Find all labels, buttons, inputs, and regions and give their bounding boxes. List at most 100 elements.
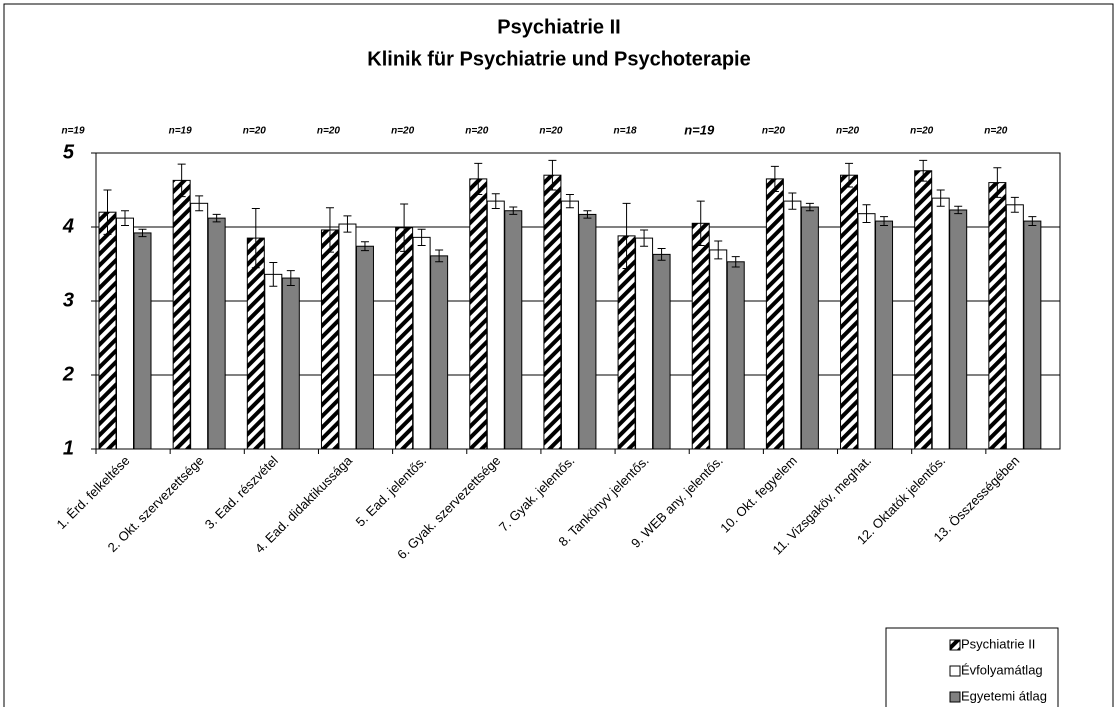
bar xyxy=(578,213,597,450)
error-bar xyxy=(936,189,945,207)
error-bar xyxy=(583,210,592,219)
error-bar xyxy=(1028,216,1037,227)
error-bar xyxy=(954,205,963,215)
error-bar xyxy=(360,241,369,252)
bar xyxy=(709,249,728,450)
error-bar xyxy=(714,240,723,260)
bar xyxy=(691,222,710,450)
bar xyxy=(949,209,968,450)
error-bar xyxy=(696,200,705,246)
x-tick-label: 5. Ead. jelentős. xyxy=(353,453,430,530)
error-bar xyxy=(121,210,129,227)
error-bar xyxy=(805,202,814,212)
error-bar xyxy=(325,207,334,253)
n-label: n=20 xyxy=(465,126,489,137)
y-tick-label: 1 xyxy=(63,437,74,459)
error-bar xyxy=(509,206,518,215)
bar xyxy=(430,255,449,450)
x-tick-label: 10. Okt. fegyelem xyxy=(717,453,800,536)
bar xyxy=(320,229,339,450)
error-bar xyxy=(491,193,500,209)
bar xyxy=(98,211,117,450)
error-bar xyxy=(548,159,557,191)
error-bar xyxy=(251,208,260,269)
y-tick-label: 5 xyxy=(63,141,75,163)
bar xyxy=(914,170,933,450)
bar xyxy=(338,223,357,450)
error-bar xyxy=(269,262,278,287)
n-label: n=18 xyxy=(614,126,638,137)
error-bar xyxy=(195,195,204,212)
legend-box xyxy=(885,627,1059,712)
chart-title: Psychiatrie II xyxy=(497,16,620,38)
n-label: n=20 xyxy=(984,126,1008,137)
n-label: n=19 xyxy=(169,126,193,137)
bar xyxy=(783,200,802,450)
bar xyxy=(840,174,859,450)
error-bar xyxy=(177,163,186,198)
bar xyxy=(190,202,209,450)
bar xyxy=(931,197,950,450)
n-label: n=20 xyxy=(539,126,563,137)
error-bar xyxy=(788,192,797,210)
bar xyxy=(504,210,523,450)
y-tick-label: 3 xyxy=(63,289,74,311)
x-tick-label: 7. Gyak. jelentős. xyxy=(496,453,578,535)
error-bar xyxy=(400,203,409,252)
bar xyxy=(264,273,283,450)
error-bar xyxy=(919,159,928,182)
chart-subtitle: Klinik für Psychiatrie und Psychoterapie xyxy=(367,48,750,70)
n-label: n=19 xyxy=(684,122,715,137)
bar xyxy=(857,213,876,450)
bar xyxy=(765,178,784,450)
error-bar xyxy=(343,215,352,233)
error-bar xyxy=(417,228,426,246)
n-label: n=20 xyxy=(910,126,934,137)
bar xyxy=(726,261,745,450)
bar xyxy=(116,217,134,450)
legend-swatch xyxy=(949,691,961,703)
bar xyxy=(652,253,671,450)
bar xyxy=(172,179,191,450)
bar xyxy=(800,206,819,450)
error-bar xyxy=(731,256,740,268)
n-label: n=20 xyxy=(317,126,341,137)
n-label: n=20 xyxy=(762,126,786,137)
legend-swatch xyxy=(949,639,961,651)
bar xyxy=(246,237,265,450)
bar xyxy=(281,277,300,450)
legend-label: Évfolyamátlag xyxy=(961,662,1043,677)
error-bar xyxy=(770,165,779,192)
bar xyxy=(355,245,374,450)
error-bar xyxy=(1010,196,1019,213)
n-label: n=19 xyxy=(61,126,85,137)
bar xyxy=(133,232,152,450)
bar xyxy=(486,200,505,450)
error-bar xyxy=(993,167,1002,198)
error-bar xyxy=(862,204,871,224)
bar xyxy=(207,217,226,450)
error-bar xyxy=(435,249,444,263)
error-bar xyxy=(212,213,221,223)
bar xyxy=(988,182,1007,450)
legend-label: Psychiatrie II xyxy=(961,636,1035,651)
y-tick-label: 2 xyxy=(62,363,74,385)
bar xyxy=(1005,204,1024,450)
error-bar xyxy=(640,229,649,247)
error-bar xyxy=(845,162,854,188)
bar xyxy=(1023,220,1042,450)
error-bar xyxy=(474,162,483,195)
bar xyxy=(875,220,894,450)
legend-label: Egyetemi átlag xyxy=(961,688,1047,703)
bar xyxy=(543,174,562,450)
error-bar xyxy=(286,270,295,286)
bar xyxy=(635,237,654,450)
n-label: n=20 xyxy=(391,126,415,137)
bar xyxy=(469,178,488,450)
error-bar xyxy=(138,228,147,238)
error-bar xyxy=(622,202,631,269)
legend-swatch xyxy=(949,665,961,677)
frame xyxy=(3,3,1114,712)
